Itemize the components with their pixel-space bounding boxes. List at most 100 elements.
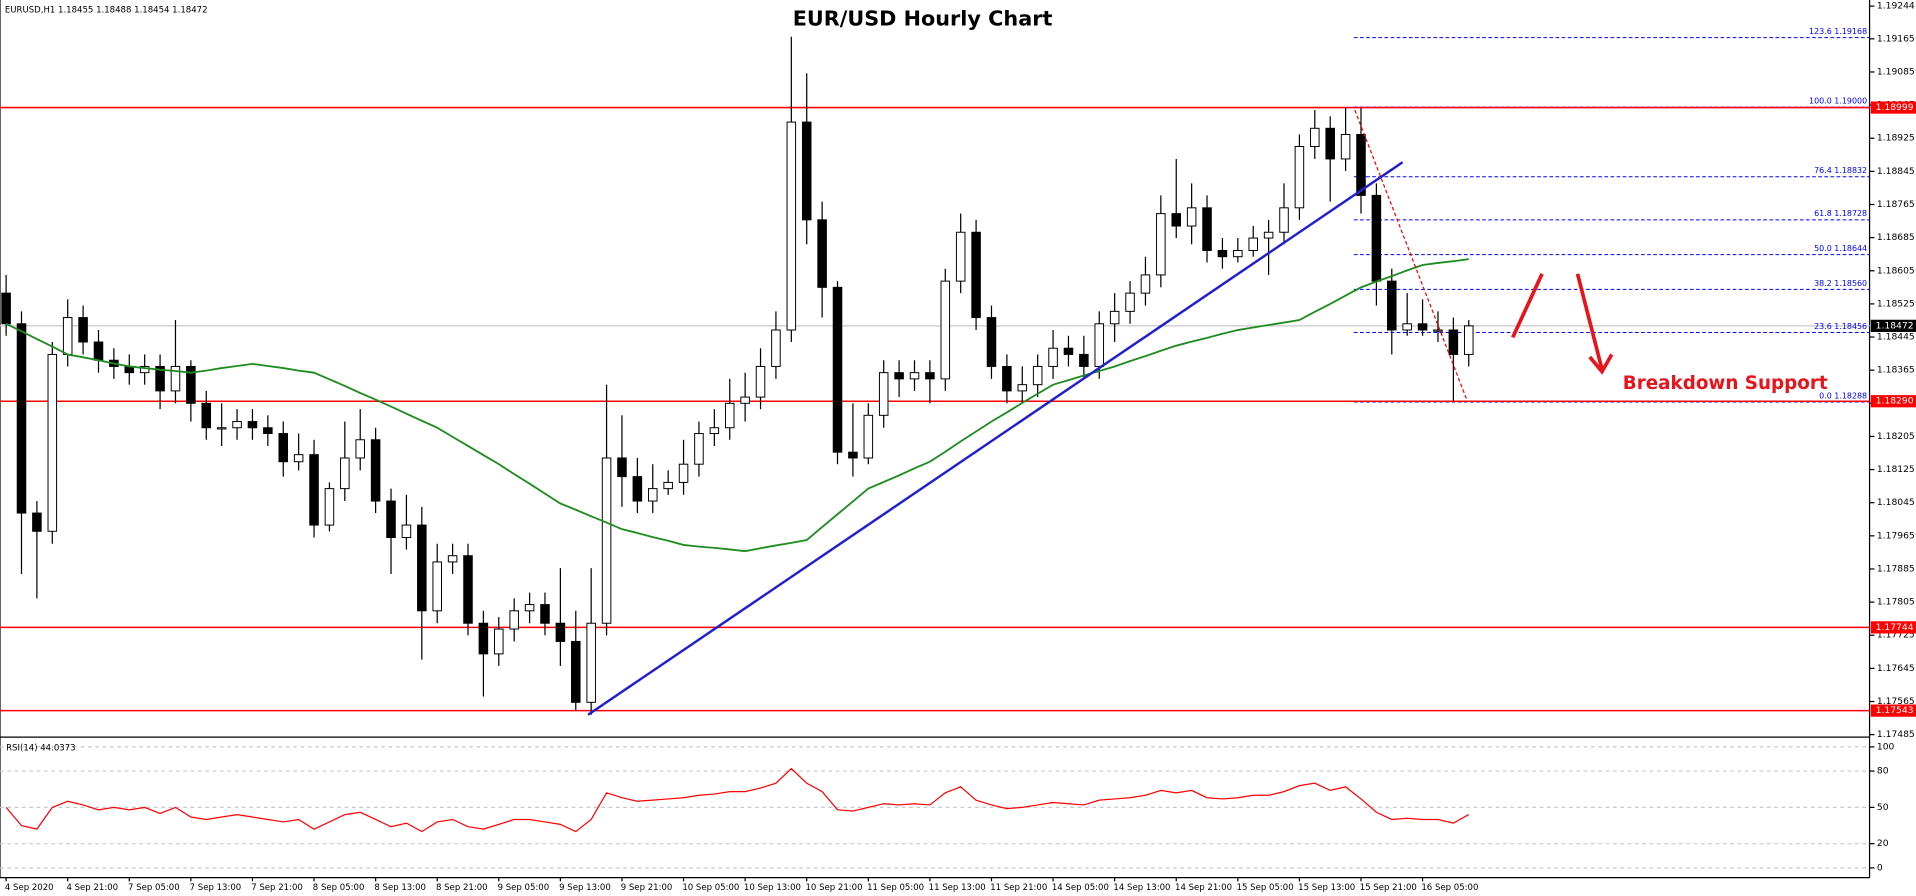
candle-body [201,402,212,429]
candle-body [617,457,627,478]
annotation: Breakdown Support [1623,373,1828,394]
fib-label: 123.6 1.19168 [1809,27,1867,36]
candle-body [16,323,27,514]
rsi-line [5,767,1470,833]
fib-label: 100.0 1.19000 [1809,97,1867,106]
candle-body [601,457,612,624]
candle-body [494,628,504,655]
candle-body [925,372,935,380]
candle-body [247,421,258,429]
x-tick-label: 11 Sep 13:00 [929,883,986,893]
candle-body [509,610,519,630]
y-tick-label: 1.19085 [1877,66,1915,77]
fib-label: 38.2 1.18560 [1814,279,1867,288]
candle-body [986,317,997,367]
candle-body [1032,365,1043,386]
candle-body [1387,280,1397,331]
x-tick-label: 10 Sep 13:00 [744,883,801,893]
candle-body [832,286,843,453]
y-tick-label: 1.18205 [1877,431,1915,442]
candle-body [1356,134,1366,196]
candle-body [62,317,73,355]
y-tick-label: 1.17645 [1877,663,1915,674]
candle-body [955,231,966,282]
trendline [587,161,1404,716]
candle-body [1140,274,1151,294]
candle-body [139,365,150,374]
candle-body [1048,347,1058,367]
y-tick-label: 1.17725 [1877,630,1915,641]
x-tick-label: 16 Sep 05:00 [1421,883,1478,893]
fib-label: 76.4 1.18832 [1814,166,1867,175]
candle-body [309,454,319,526]
fib-label: 50.0 1.18644 [1814,244,1867,253]
candle-body [817,219,827,288]
candle-body [801,121,812,221]
candle-body [1202,207,1212,251]
candle-body [401,524,412,538]
candle-body [293,454,304,463]
candle-body [355,439,365,459]
candle-body [1,292,11,325]
candle-body [663,481,673,490]
y-tick-label: 1.17965 [1877,530,1915,541]
x-tick-label: 7 Sep 13:00 [190,883,242,893]
symbol-info: EURUSD,H1 1.18455 1.18488 1.18454 1.1847… [5,5,208,15]
y-tick-label: 1.18445 [1877,332,1915,343]
candle-body [1063,347,1074,355]
candle-body [463,555,473,624]
candle-body [432,561,442,612]
candle-body [848,451,858,459]
candle-body [370,439,381,502]
candle-body [863,414,874,459]
candle-body [386,500,396,538]
x-tick-label: 14 Sep 13:00 [1113,883,1170,893]
candle-body [1233,249,1243,258]
moving-average [5,258,1469,553]
x-tick-label: 15 Sep 05:00 [1237,883,1294,893]
candle-body [278,433,289,463]
rsi-y-tick-label: 100 [1877,741,1895,752]
candle-body [1294,146,1305,209]
chart-title: EUR/USD Hourly Chart [793,7,1053,31]
candle-body [909,372,920,380]
y-tick-label: 1.18525 [1877,298,1915,309]
candle-body [771,329,781,367]
x-tick-label: 11 Sep 21:00 [990,883,1047,893]
candle-body [524,604,535,612]
y-tick-label: 1.17805 [1877,597,1915,608]
candle-body [894,372,904,380]
rsi-y-tick-label: 20 [1877,838,1889,849]
candle-body [263,427,273,435]
candle-body [1079,353,1089,367]
candle-body [447,555,458,563]
fib-label: 61.8 1.18728 [1814,209,1867,218]
candle-body [1094,323,1105,367]
candle-body [1417,323,1428,331]
candle-body [1402,323,1412,331]
x-tick-label: 4 Sep 21:00 [66,883,118,893]
level-price-label: 1.18999 [1876,102,1914,113]
candle-body [709,427,720,435]
rsi-y-tick-label: 80 [1877,766,1889,777]
candle-body [1109,310,1120,325]
x-tick-label: 9 Sep 05:00 [498,883,550,893]
y-tick-label: 1.18845 [1877,166,1915,177]
candle-body [186,365,196,404]
x-tick-label: 11 Sep 05:00 [867,883,924,893]
candle-body [417,524,427,612]
level-price-box [1870,395,1916,408]
x-tick-label: 8 Sep 21:00 [436,883,488,893]
fib-label: 23.6 1.18456 [1814,322,1867,331]
level-price-box [1870,101,1916,114]
x-tick-label: 8 Sep 13:00 [374,883,426,893]
candle-body [678,463,689,483]
level-price-box [1870,621,1916,634]
y-tick-label: 1.18925 [1877,133,1915,144]
x-tick-label: 15 Sep 13:00 [1298,883,1355,893]
arrow-down [1575,273,1614,375]
level-price-label: 1.17744 [1876,622,1914,633]
